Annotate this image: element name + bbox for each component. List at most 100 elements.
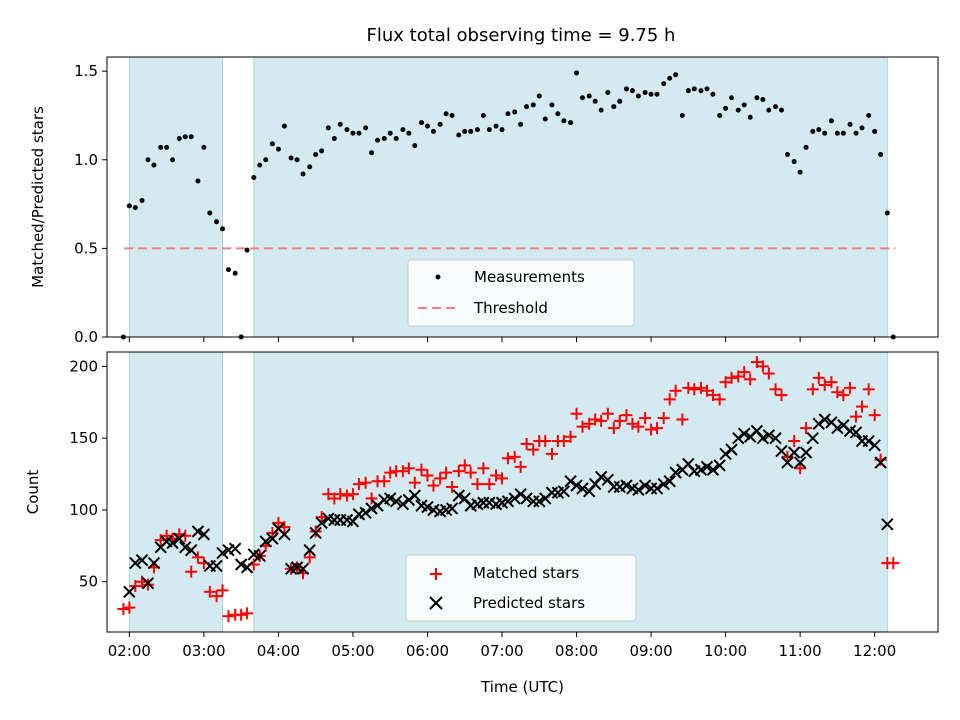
measurement-point <box>319 148 325 154</box>
matched-stars-point <box>844 381 857 394</box>
matched-stars-point <box>825 376 838 389</box>
matched-stars-point <box>620 409 633 422</box>
matched-stars-point <box>266 526 279 539</box>
measurement-point <box>430 128 436 134</box>
measurement-point <box>654 91 660 97</box>
measurement-point <box>592 98 598 104</box>
legend-predicted-marker <box>429 596 443 610</box>
measurement-point <box>468 128 474 134</box>
x-tick-label: 06:00 <box>406 642 449 660</box>
measurement-point <box>207 210 213 216</box>
measurement-point <box>462 128 468 134</box>
observing-interval-0 <box>128 56 224 338</box>
matched-stars-point <box>694 381 707 394</box>
matched-stars-point <box>806 383 819 396</box>
measurement-point <box>797 169 803 175</box>
measurement-point <box>369 150 375 156</box>
matched-stars-point <box>570 407 583 420</box>
predicted-stars-point <box>756 431 770 445</box>
predicted-stars-point <box>849 426 863 439</box>
measurement-point <box>549 102 555 108</box>
measurement-point <box>281 123 287 129</box>
x-tick-label: 05:00 <box>331 642 374 660</box>
measurement-point <box>225 267 231 273</box>
predicted-stars-point <box>812 417 825 431</box>
measurement-point <box>244 247 250 253</box>
predicted-stars-point <box>402 493 416 507</box>
matched-stars-point <box>855 400 868 413</box>
predicted-stars-point <box>147 556 161 570</box>
predicted-stars-point <box>868 439 881 452</box>
matched-stars-point <box>203 585 216 598</box>
predicted-stars-point <box>216 546 229 560</box>
measurement-point <box>387 130 393 136</box>
measurement-point <box>170 157 176 163</box>
matched-stars-point <box>241 607 254 620</box>
matched-stars-point <box>564 430 577 443</box>
matched-stars-point <box>601 407 614 420</box>
matched-stars-point <box>837 389 850 402</box>
matched-stars-point <box>501 452 514 465</box>
predicted-stars-point <box>445 502 459 515</box>
measurement-point <box>188 134 194 140</box>
matched-stars-point <box>378 475 391 488</box>
x-tick-label: 07:00 <box>480 642 523 660</box>
matched-stars-point <box>682 381 695 394</box>
predicted-stars-point <box>191 525 205 538</box>
measurement-point <box>816 127 822 133</box>
measurement-point <box>412 143 418 149</box>
predicted-stars-point <box>700 460 714 474</box>
measurement-point <box>263 157 269 163</box>
measurement-point <box>754 95 760 101</box>
predicted-stars-point <box>787 446 801 459</box>
x-tick-label: 02:00 <box>108 642 151 660</box>
predicted-stars-point <box>632 483 645 497</box>
predicted-stars-point <box>831 421 844 435</box>
measurement-point <box>698 88 704 94</box>
measurement-point <box>480 112 486 118</box>
matched-stars-point <box>800 422 813 435</box>
matched-stars-point <box>446 480 459 493</box>
measurement-point <box>406 130 412 136</box>
predicted-stars-point <box>781 456 794 469</box>
measurement-point <box>151 162 157 168</box>
measurement-point <box>735 107 741 113</box>
measurement-point <box>617 98 623 104</box>
measurement-point <box>648 91 654 97</box>
x-tick-label: 10:00 <box>704 642 747 660</box>
chart-title: Flux total observing time = 9.75 h <box>367 25 676 46</box>
matched-stars-point <box>160 529 173 542</box>
measurement-point <box>579 95 585 101</box>
predicted-stars-point <box>769 431 782 445</box>
matched-stars-point <box>365 492 378 505</box>
predicted-stars-point <box>228 542 242 555</box>
count-y-axis-label: Count <box>24 470 42 515</box>
x-tick-label: 11:00 <box>779 642 822 660</box>
matched-stars-point <box>657 412 670 425</box>
matched-stars-point <box>222 610 235 623</box>
predicted-stars-point <box>240 561 254 574</box>
measurement-point <box>859 125 865 131</box>
matched-stars-point <box>725 371 738 384</box>
matched-stars-point <box>235 608 248 621</box>
predicted-stars-point <box>533 495 546 508</box>
measurement-point <box>393 136 399 142</box>
matched-stars-point <box>334 488 347 501</box>
matched-stars-point <box>477 462 490 475</box>
measurement-point <box>691 86 697 92</box>
measurement-point <box>145 157 151 163</box>
matched-stars-point <box>452 465 465 478</box>
x-tick-label: 04:00 <box>257 642 300 660</box>
matched-stars-point <box>352 478 365 491</box>
matched-stars-point <box>117 603 130 616</box>
matched-stars-point <box>415 463 428 476</box>
predicted-stars-point <box>762 429 776 442</box>
measurement-point <box>866 112 872 118</box>
matched-stars-point <box>346 488 359 501</box>
matched-stars-point <box>141 578 154 591</box>
measurement-point <box>803 144 809 150</box>
measurement-point <box>363 125 369 131</box>
legend-matched-label: Matched stars <box>473 564 579 582</box>
predicted-stars-point <box>179 541 192 554</box>
legend-measurements-label: Measurements <box>474 268 585 286</box>
